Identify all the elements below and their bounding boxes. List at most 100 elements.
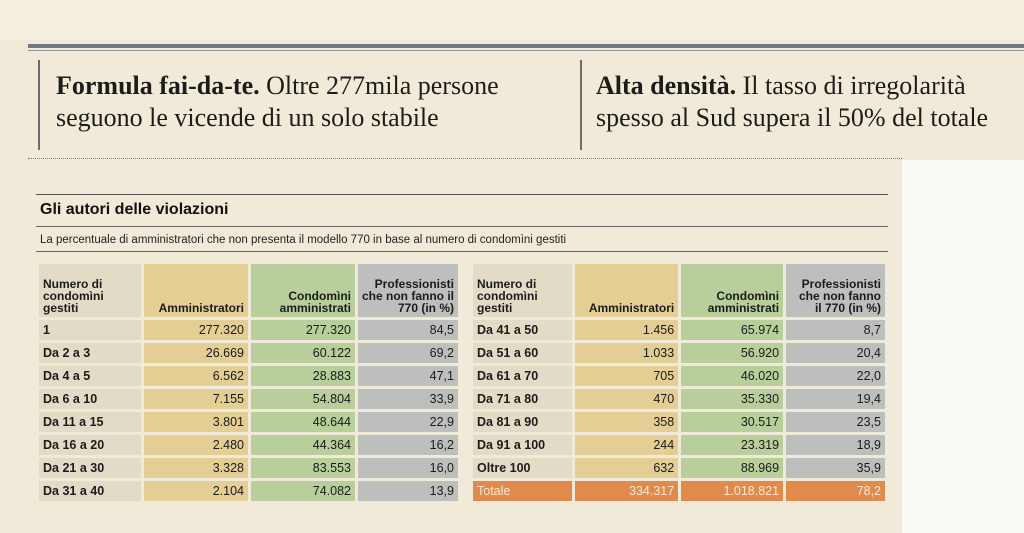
cell-condos: 35.330 — [681, 389, 784, 409]
cell-interval: Da 16 a 20 — [39, 435, 141, 455]
cell-interval: Da 51 a 60 — [473, 343, 573, 363]
cell-administrators: 2.104 — [144, 481, 248, 501]
cell-interval: Da 21 a 30 — [39, 458, 141, 478]
table-row: Da 71 a 80 470 35.330 19,4 — [473, 389, 885, 409]
table-row: Da 4 a 5 6.562 28.883 47,1 — [39, 366, 458, 386]
cell-condos: 83.553 — [251, 458, 355, 478]
cell-condos: 48.644 — [251, 412, 355, 432]
dotted-divider — [28, 158, 902, 159]
data-table-right: Numero di condomìni gestiti Amministrato… — [470, 261, 888, 504]
headline-left-text: Oltre 277mila persone seguono le vicende… — [56, 71, 499, 132]
cell-interval: Oltre 100 — [473, 458, 573, 478]
cell-interval: Da 31 a 40 — [39, 481, 141, 501]
table-row: Da 91 a 100 244 23.319 18,9 — [473, 435, 885, 455]
section-rule-thin — [28, 50, 1024, 51]
infobox-subtitle-rule — [36, 251, 888, 252]
table-row: Da 81 a 90 358 30.517 23,5 — [473, 412, 885, 432]
table-header-row: Numero di condomìni gestiti Amministrato… — [473, 264, 885, 317]
cell-pct: 13,9 — [358, 481, 458, 501]
cell-administrators: 7.155 — [144, 389, 248, 409]
table-header-row: Numero di condomìni gestiti Amministrato… — [39, 264, 458, 317]
cell-condos: 1.018.821 — [681, 481, 784, 501]
infobox-top-rule — [36, 194, 888, 195]
cell-interval: Da 11 a 15 — [39, 412, 141, 432]
cell-administrators: 1.456 — [575, 320, 679, 340]
cell-administrators: 2.480 — [144, 435, 248, 455]
table-row: Da 21 a 30 3.328 83.553 16,0 — [39, 458, 458, 478]
header-condos: Condomìni amministrati — [681, 264, 784, 317]
cell-interval: Da 2 a 3 — [39, 343, 141, 363]
table-row: Da 6 a 10 7.155 54.804 33,9 — [39, 389, 458, 409]
header-condos: Condomìni amministrati — [251, 264, 355, 317]
infobox: Gli autori delle violazioni La percentua… — [36, 186, 888, 533]
cell-pct: 16,2 — [358, 435, 458, 455]
cell-pct: 69,2 — [358, 343, 458, 363]
cell-administrators: 244 — [575, 435, 679, 455]
headline-left-bold: Formula fai-da-te. — [56, 71, 260, 100]
cell-condos: 23.319 — [681, 435, 784, 455]
header-interval: Numero di condomìni gestiti — [473, 264, 573, 317]
cell-interval: Da 81 a 90 — [473, 412, 573, 432]
headline-left-bar — [38, 60, 40, 150]
cell-interval: Da 41 a 50 — [473, 320, 573, 340]
headline-right-bar — [580, 60, 582, 150]
cell-administrators: 6.562 — [144, 366, 248, 386]
section-rule — [28, 44, 1024, 48]
cell-condos: 74.082 — [251, 481, 355, 501]
headline-right-bold: Alta densità. — [596, 71, 737, 100]
header-interval: Numero di condomìni gestiti — [39, 264, 141, 317]
cell-administrators: 358 — [575, 412, 679, 432]
cell-condos: 88.969 — [681, 458, 784, 478]
headline-right-text: Il tasso di irregolarità spesso al Sud s… — [596, 71, 989, 132]
cell-pct: 18,9 — [786, 435, 885, 455]
cell-interval: Totale — [473, 481, 573, 501]
cell-administrators: 277.320 — [144, 320, 248, 340]
table-row: Da 31 a 40 2.104 74.082 13,9 — [39, 481, 458, 501]
cell-interval: Da 91 a 100 — [473, 435, 573, 455]
cell-condos: 30.517 — [681, 412, 784, 432]
table-row: 1 277.320 277.320 84,5 — [39, 320, 458, 340]
header-pct: Professionisti che non fanno il 770 (in … — [786, 264, 885, 317]
cell-pct: 23,5 — [786, 412, 885, 432]
page-edge — [902, 160, 1024, 533]
cell-pct: 22,9 — [358, 412, 458, 432]
header-pct: Professionisti che non fanno il 770 (in … — [358, 264, 458, 317]
header-administrators: Amministratori — [144, 264, 248, 317]
cell-interval: Da 61 a 70 — [473, 366, 573, 386]
cell-condos: 28.883 — [251, 366, 355, 386]
cell-condos: 65.974 — [681, 320, 784, 340]
cell-pct: 35,9 — [786, 458, 885, 478]
cell-pct: 78,2 — [786, 481, 885, 501]
table-row: Da 11 a 15 3.801 48.644 22,9 — [39, 412, 458, 432]
cell-pct: 20,4 — [786, 343, 885, 363]
cell-condos: 277.320 — [251, 320, 355, 340]
cell-interval: Da 4 a 5 — [39, 366, 141, 386]
table-row: Da 51 a 60 1.033 56.920 20,4 — [473, 343, 885, 363]
cell-condos: 54.804 — [251, 389, 355, 409]
cell-administrators: 26.669 — [144, 343, 248, 363]
headline-left: Formula fai-da-te. Oltre 277mila persone… — [56, 70, 566, 134]
infobox-subtitle: La percentuale di amministratori che non… — [40, 234, 567, 246]
cell-interval: Da 6 a 10 — [39, 389, 141, 409]
infobox-title: Gli autori delle violazioni — [40, 201, 229, 218]
table-row: Da 2 a 3 26.669 60.122 69,2 — [39, 343, 458, 363]
cell-administrators: 705 — [575, 366, 679, 386]
cell-pct: 22,0 — [786, 366, 885, 386]
cell-administrators: 334.317 — [575, 481, 679, 501]
table-row: Da 61 a 70 705 46.020 22,0 — [473, 366, 885, 386]
cell-administrators: 3.801 — [144, 412, 248, 432]
cell-administrators: 3.328 — [144, 458, 248, 478]
cell-administrators: 1.033 — [575, 343, 679, 363]
previous-article-area — [0, 0, 1024, 40]
cell-pct: 47,1 — [358, 366, 458, 386]
cell-administrators: 632 — [575, 458, 679, 478]
cell-condos: 60.122 — [251, 343, 355, 363]
cell-interval: 1 — [39, 320, 141, 340]
table-row: Da 41 a 50 1.456 65.974 8,7 — [473, 320, 885, 340]
cell-condos: 44.364 — [251, 435, 355, 455]
table-total-row: Totale 334.317 1.018.821 78,2 — [473, 481, 885, 501]
header-administrators: Amministratori — [575, 264, 679, 317]
cell-pct: 8,7 — [786, 320, 885, 340]
cell-condos: 56.920 — [681, 343, 784, 363]
infobox-title-rule — [36, 226, 888, 227]
